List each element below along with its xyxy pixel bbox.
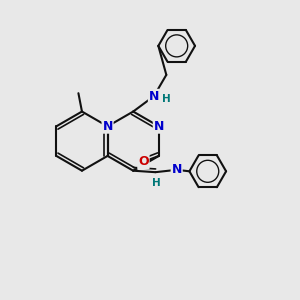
Text: N: N: [102, 120, 113, 133]
Text: O: O: [138, 155, 149, 168]
Text: H: H: [162, 94, 171, 103]
Text: N: N: [172, 163, 182, 176]
Text: N: N: [154, 120, 164, 133]
Text: H: H: [152, 178, 161, 188]
Text: N: N: [149, 90, 159, 103]
